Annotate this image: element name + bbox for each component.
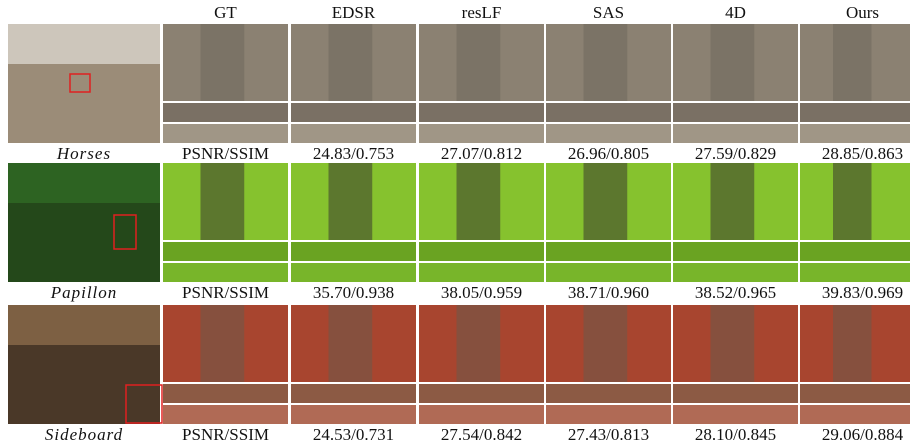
- crop-strip: [291, 103, 416, 122]
- crop-strip: [163, 103, 288, 122]
- metric: PSNR/SSIM: [182, 283, 269, 302]
- crop-strip: [800, 263, 910, 282]
- crop-strip: [419, 384, 544, 403]
- metric: 35.70/0.938: [313, 283, 394, 302]
- metric: 38.05/0.959: [441, 283, 522, 302]
- metric: 24.53/0.731: [313, 425, 394, 444]
- figure: GT EDSR resLF SAS 4D Ours Horses PSNR/SSIM 24.83…: [0, 0, 910, 447]
- column-header: resLF: [462, 3, 502, 22]
- metric: 24.83/0.753: [313, 144, 394, 163]
- metric: 28.85/0.863: [822, 144, 903, 163]
- thumbnail-detail: [8, 24, 160, 64]
- crop-strip: [800, 242, 910, 261]
- crop-strip: [419, 103, 544, 122]
- page: GT EDSR resLF SAS 4D Ours Horses PSNR/SSIM 24.83…: [0, 0, 910, 447]
- crop-strip: [800, 124, 910, 143]
- crop-strip: [673, 124, 798, 143]
- crop-detail: [711, 163, 755, 240]
- column-header: Ours: [846, 3, 879, 22]
- crop-strip: [291, 242, 416, 261]
- crop-detail: [584, 24, 628, 101]
- crop-strip: [546, 384, 671, 403]
- crop-strip: [800, 384, 910, 403]
- crop-strip: [163, 263, 288, 282]
- metric: PSNR/SSIM: [182, 144, 269, 163]
- crop-detail: [457, 24, 501, 101]
- crop-strip: [163, 405, 288, 424]
- crop-detail: [584, 163, 628, 240]
- crop-detail: [833, 305, 872, 382]
- crop-strip: [800, 405, 910, 424]
- crop-strip: [546, 124, 671, 143]
- crop-detail: [833, 163, 872, 240]
- crop-strip: [800, 103, 910, 122]
- crop-strip: [419, 124, 544, 143]
- column-header: EDSR: [332, 3, 376, 22]
- crop-strip: [546, 263, 671, 282]
- crop-detail: [201, 163, 245, 240]
- crop-detail: [201, 24, 245, 101]
- crop-strip: [546, 242, 671, 261]
- crop-detail: [201, 305, 245, 382]
- metric: 38.71/0.960: [568, 283, 649, 302]
- crop-detail: [457, 305, 501, 382]
- metric: 28.10/0.845: [695, 425, 776, 444]
- crop-strip: [673, 263, 798, 282]
- metric: 26.96/0.805: [568, 144, 649, 163]
- crop-detail: [711, 305, 755, 382]
- crop-strip: [546, 405, 671, 424]
- crop-strip: [291, 405, 416, 424]
- crop-strip: [291, 384, 416, 403]
- crop-detail: [833, 24, 872, 101]
- metric: 27.59/0.829: [695, 144, 776, 163]
- column-header: SAS: [593, 3, 624, 22]
- metric: 27.07/0.812: [441, 144, 522, 163]
- metric: 27.54/0.842: [441, 425, 522, 444]
- crop-strip: [163, 242, 288, 261]
- crop-strip: [673, 242, 798, 261]
- thumbnail-detail: [8, 163, 160, 203]
- scene-name: Horses: [56, 144, 111, 163]
- crop-detail: [584, 305, 628, 382]
- crop-strip: [291, 263, 416, 282]
- crop-strip: [419, 263, 544, 282]
- crop-detail: [711, 24, 755, 101]
- crop-strip: [163, 124, 288, 143]
- metric: 38.52/0.965: [695, 283, 776, 302]
- metric: 39.83/0.969: [822, 283, 903, 302]
- column-header: GT: [214, 3, 237, 22]
- metric: 27.43/0.813: [568, 425, 649, 444]
- crop-detail: [329, 24, 373, 101]
- crop-strip: [673, 405, 798, 424]
- crop-strip: [163, 384, 288, 403]
- crop-strip: [419, 242, 544, 261]
- crop-detail: [457, 163, 501, 240]
- crop-strip: [546, 103, 671, 122]
- scene-name: Papillon: [50, 283, 118, 302]
- scene-name: Sideboard: [45, 425, 123, 444]
- crop-detail: [329, 305, 373, 382]
- crop-strip: [673, 384, 798, 403]
- column-header: 4D: [725, 3, 746, 22]
- crop-strip: [673, 103, 798, 122]
- crop-strip: [291, 124, 416, 143]
- thumbnail-detail: [8, 305, 160, 345]
- metric: 29.06/0.884: [822, 425, 904, 444]
- crop-detail: [329, 163, 373, 240]
- metric: PSNR/SSIM: [182, 425, 269, 444]
- crop-strip: [419, 405, 544, 424]
